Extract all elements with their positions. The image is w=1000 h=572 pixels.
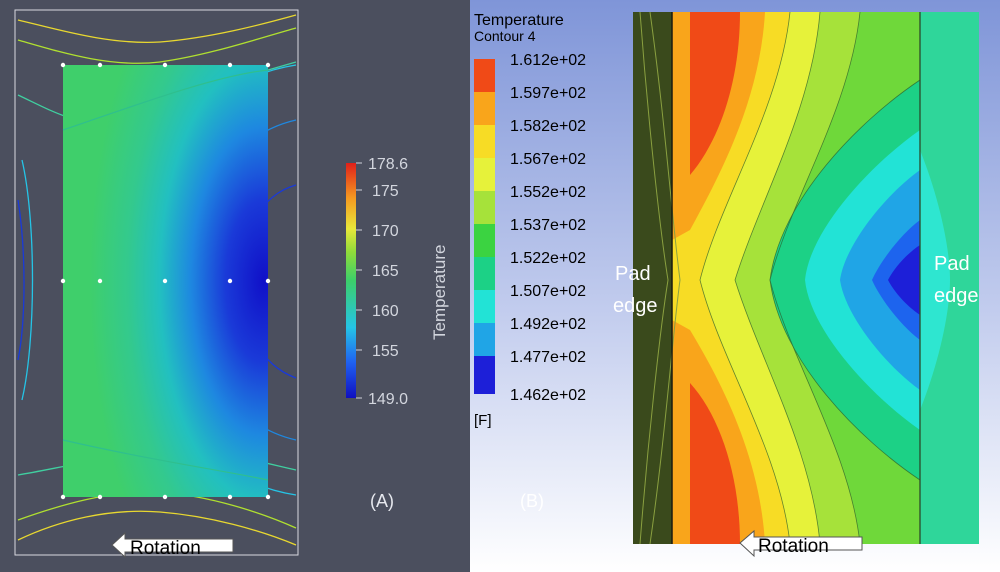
legend-level: 1.597e+02 <box>510 85 586 102</box>
colorbar-a-tick: 160 <box>372 303 399 320</box>
legend-swatch <box>474 158 495 191</box>
colorbar-a-tick: 175 <box>372 183 399 200</box>
left-pad-edge-label: Pad edge <box>613 263 658 317</box>
colorbar-a-tick: 170 <box>372 223 399 240</box>
legend-level: 1.552e+02 <box>510 184 586 201</box>
contour-field-b <box>633 12 979 544</box>
rotation-arrow-b: Rotation <box>739 529 863 558</box>
legend-level: 1.612e+02 <box>510 52 586 69</box>
panel-a-label: (A) <box>370 491 394 511</box>
colorbar-a-tick: 165 <box>372 263 399 280</box>
legend-title: Temperature <box>474 12 564 29</box>
pad-a-interior-contours <box>62 69 269 481</box>
legend-swatch <box>474 92 495 125</box>
colorbar-a-title: Temperature <box>430 245 449 340</box>
colorbar-a-tick: 178.6 <box>368 156 408 173</box>
legend-level: 1.477e+02 <box>510 349 586 366</box>
legend-level: 1.522e+02 <box>510 250 586 267</box>
legend-swatch <box>474 191 495 224</box>
legend-swatch <box>474 224 495 257</box>
rotation-label-b: Rotation <box>758 536 829 557</box>
legend-level: 1.582e+02 <box>510 118 586 135</box>
legend-swatch <box>474 257 495 290</box>
rotation-label-a: Rotation <box>130 538 201 559</box>
colorbar-a-ticks <box>356 162 362 399</box>
left-pad-edge-word: edge <box>613 295 658 317</box>
legend-level: 1.462e+02 <box>510 387 586 404</box>
legend-level: 1.567e+02 <box>510 151 586 168</box>
rotation-arrow-a: Rotation <box>111 531 234 559</box>
legend-swatch <box>474 323 495 356</box>
right-pad-edge-word: edge <box>934 285 979 307</box>
legend-swatch <box>474 125 495 158</box>
legend-subtitle: Contour 4 <box>474 28 536 44</box>
panel-b-label: (B) <box>520 491 544 511</box>
legend-level: 1.537e+02 <box>510 217 586 234</box>
right-pad-edge-label: Pad edge <box>934 253 979 307</box>
legend-level: 1.492e+02 <box>510 316 586 333</box>
legend-swatches <box>474 59 495 394</box>
colorbar-a <box>346 163 356 398</box>
measurement-points <box>60 62 271 500</box>
legend-level: 1.507e+02 <box>510 283 586 300</box>
colorbar-a-tick: 155 <box>372 343 399 360</box>
legend-swatch <box>474 59 495 92</box>
legend-swatch <box>474 356 495 394</box>
panel-a-frame <box>14 9 299 556</box>
legend-swatch <box>474 290 495 323</box>
legend-unit: [F] <box>474 412 492 429</box>
legend-levels: 1.612e+02 1.597e+02 1.582e+02 1.567e+02 … <box>510 52 586 404</box>
right-pad-edge-word: Pad <box>934 253 970 275</box>
colorbar-a-tick: 149.0 <box>368 391 408 408</box>
left-pad-edge-word: Pad <box>615 263 651 285</box>
colorbar-a-tick-labels: 178.6 175 170 165 160 155 149.0 <box>368 156 408 408</box>
